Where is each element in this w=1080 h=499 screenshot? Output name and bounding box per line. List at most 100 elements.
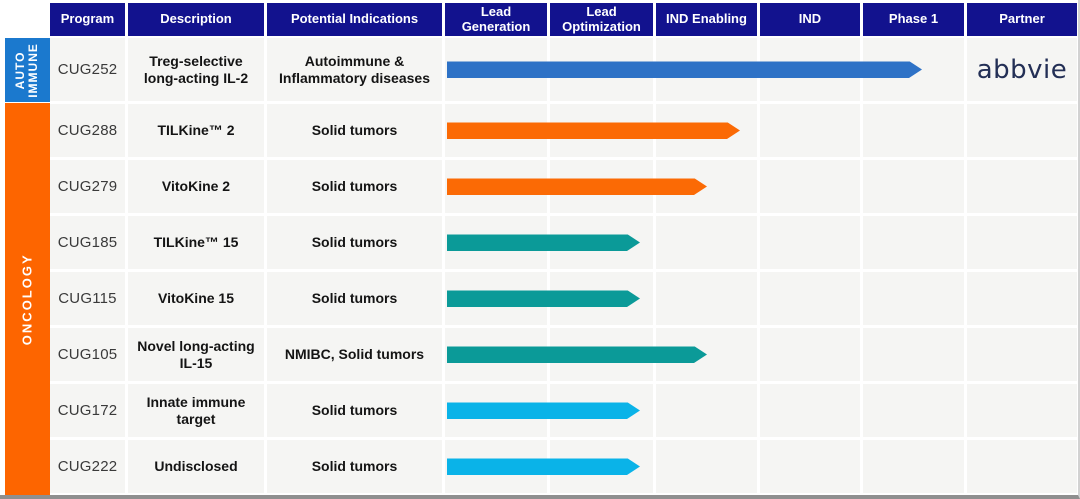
header-cell-phase-1: Phase 1 xyxy=(863,3,964,36)
program-cell: CUG288 xyxy=(50,104,125,157)
description-cell: TILKine™ 15 xyxy=(128,216,264,269)
pipeline-row: CUG222 Undisclosed Solid tumors xyxy=(50,440,1077,493)
sidebar-group-oncology: ONCOLOGY xyxy=(5,103,50,495)
program-cell: CUG222 xyxy=(50,440,125,493)
pipeline-row: CUG252 Treg-selective long-acting IL-2 A… xyxy=(50,38,1077,101)
indication-cell: Solid tumors xyxy=(267,160,442,213)
phase-cell-phase-1 xyxy=(863,216,964,269)
header-cell-description: Description xyxy=(128,3,264,36)
description-label: Innate immune target xyxy=(146,393,246,427)
sidebar-label-autoimmune: AUTO IMMUNE xyxy=(13,42,41,98)
phase-cell-phase-1 xyxy=(863,272,964,325)
header-cell-lead-generation: Lead Generation xyxy=(445,3,547,36)
partner-cell xyxy=(967,440,1077,493)
phase-progress-arrow xyxy=(447,61,922,78)
phase-cell-phase-1 xyxy=(863,440,964,493)
phase-cell-phase-1 xyxy=(863,384,964,437)
partner-logo: abbvie xyxy=(976,54,1068,85)
description-cell: Treg-selective long-acting IL-2 xyxy=(128,38,264,101)
phase-progress-arrow xyxy=(447,122,740,139)
phase-progress-arrow xyxy=(447,234,640,251)
phase-progress-arrow xyxy=(447,402,640,419)
program-cell: CUG172 xyxy=(50,384,125,437)
indication-cell: Autoimmune & Inflammatory diseases xyxy=(267,38,442,101)
description-cell: VitoKine 15 xyxy=(128,272,264,325)
indication-label: NMIBC, Solid tumors xyxy=(284,346,425,363)
header-cell-ind: IND xyxy=(760,3,860,36)
program-label: CUG222 xyxy=(57,458,118,475)
header-row: Program Description Potential Indication… xyxy=(50,3,1077,36)
description-cell: Novel long-acting IL-15 xyxy=(128,328,264,381)
phase-cell-phase-1 xyxy=(863,328,964,381)
description-label: Novel long-acting IL-15 xyxy=(137,337,255,371)
program-cell: CUG252 xyxy=(50,38,125,101)
indication-label: Solid tumors xyxy=(311,178,398,195)
description-label: VitoKine 2 xyxy=(161,178,231,195)
description-cell: Undisclosed xyxy=(128,440,264,493)
header-cell-lead-optimization: Lead Optimization xyxy=(550,3,653,36)
program-label: CUG185 xyxy=(57,234,118,251)
phase-cell-ind-enabling xyxy=(656,272,757,325)
phase-cell-ind-enabling xyxy=(656,440,757,493)
partner-cell xyxy=(967,272,1077,325)
description-label: VitoKine 15 xyxy=(158,290,234,307)
phase-cell-ind xyxy=(760,160,860,213)
phase-cell-phase-1 xyxy=(863,160,964,213)
pipeline-row: CUG288 TILKine™ 2 Solid tumors xyxy=(50,104,1077,157)
phase-progress-arrow xyxy=(447,346,707,363)
phase-cell-ind xyxy=(760,104,860,157)
description-label: TILKine™ 2 xyxy=(157,122,235,139)
program-cell: CUG279 xyxy=(50,160,125,213)
description-cell: VitoKine 2 xyxy=(128,160,264,213)
header-cell-partner: Partner xyxy=(967,3,1077,36)
program-cell: CUG115 xyxy=(50,272,125,325)
partner-cell: abbvie xyxy=(967,38,1077,101)
phase-cell-ind xyxy=(760,272,860,325)
program-label: CUG279 xyxy=(57,178,118,195)
description-cell: Innate immune target xyxy=(128,384,264,437)
phase-cell-ind xyxy=(760,440,860,493)
indication-cell: Solid tumors xyxy=(267,384,442,437)
program-label: CUG252 xyxy=(57,61,118,78)
phase-cell-ind xyxy=(760,328,860,381)
indication-label: Solid tumors xyxy=(311,402,398,419)
phase-cell-ind xyxy=(760,216,860,269)
indication-label: Solid tumors xyxy=(311,290,398,307)
indication-label: Solid tumors xyxy=(311,458,398,475)
phase-progress-arrow xyxy=(447,458,640,475)
phase-cell-ind-enabling xyxy=(656,216,757,269)
sidebar-group-autoimmune: AUTO IMMUNE xyxy=(5,38,50,102)
indication-cell: Solid tumors xyxy=(267,104,442,157)
phase-progress-arrow xyxy=(447,178,707,195)
pipeline-rows: CUG252 Treg-selective long-acting IL-2 A… xyxy=(50,38,1077,495)
description-label: Treg-selective long-acting IL-2 xyxy=(143,52,249,86)
partner-cell xyxy=(967,384,1077,437)
pipeline-row: CUG105 Novel long-acting IL-15 NMIBC, So… xyxy=(50,328,1077,381)
program-cell: CUG185 xyxy=(50,216,125,269)
pipeline-row: CUG185 TILKine™ 15 Solid tumors xyxy=(50,216,1077,269)
indication-cell: Solid tumors xyxy=(267,216,442,269)
pipeline-row: CUG115 VitoKine 15 Solid tumors xyxy=(50,272,1077,325)
description-label: TILKine™ 15 xyxy=(153,234,239,251)
phase-cell-ind xyxy=(760,384,860,437)
indication-cell: Solid tumors xyxy=(267,272,442,325)
pipeline-row: CUG279 VitoKine 2 Solid tumors xyxy=(50,160,1077,213)
description-label: Undisclosed xyxy=(154,458,238,475)
partner-cell xyxy=(967,328,1077,381)
indication-label: Solid tumors xyxy=(311,234,398,251)
header-cell-ind-enabling: IND Enabling xyxy=(656,3,757,36)
partner-cell xyxy=(967,160,1077,213)
indication-label: Solid tumors xyxy=(311,122,398,139)
program-label: CUG115 xyxy=(58,290,117,307)
program-label: CUG105 xyxy=(57,346,118,363)
header-cell-program: Program xyxy=(50,3,125,36)
header-cell-potential-indications: Potential Indications xyxy=(267,3,442,36)
sidebar-label-oncology: ONCOLOGY xyxy=(19,253,35,345)
phase-cell-ind-enabling xyxy=(656,384,757,437)
phase-progress-arrow xyxy=(447,290,640,307)
program-label: CUG172 xyxy=(57,402,118,419)
program-cell: CUG105 xyxy=(50,328,125,381)
phase-cell-phase-1 xyxy=(863,104,964,157)
indication-cell: NMIBC, Solid tumors xyxy=(267,328,442,381)
